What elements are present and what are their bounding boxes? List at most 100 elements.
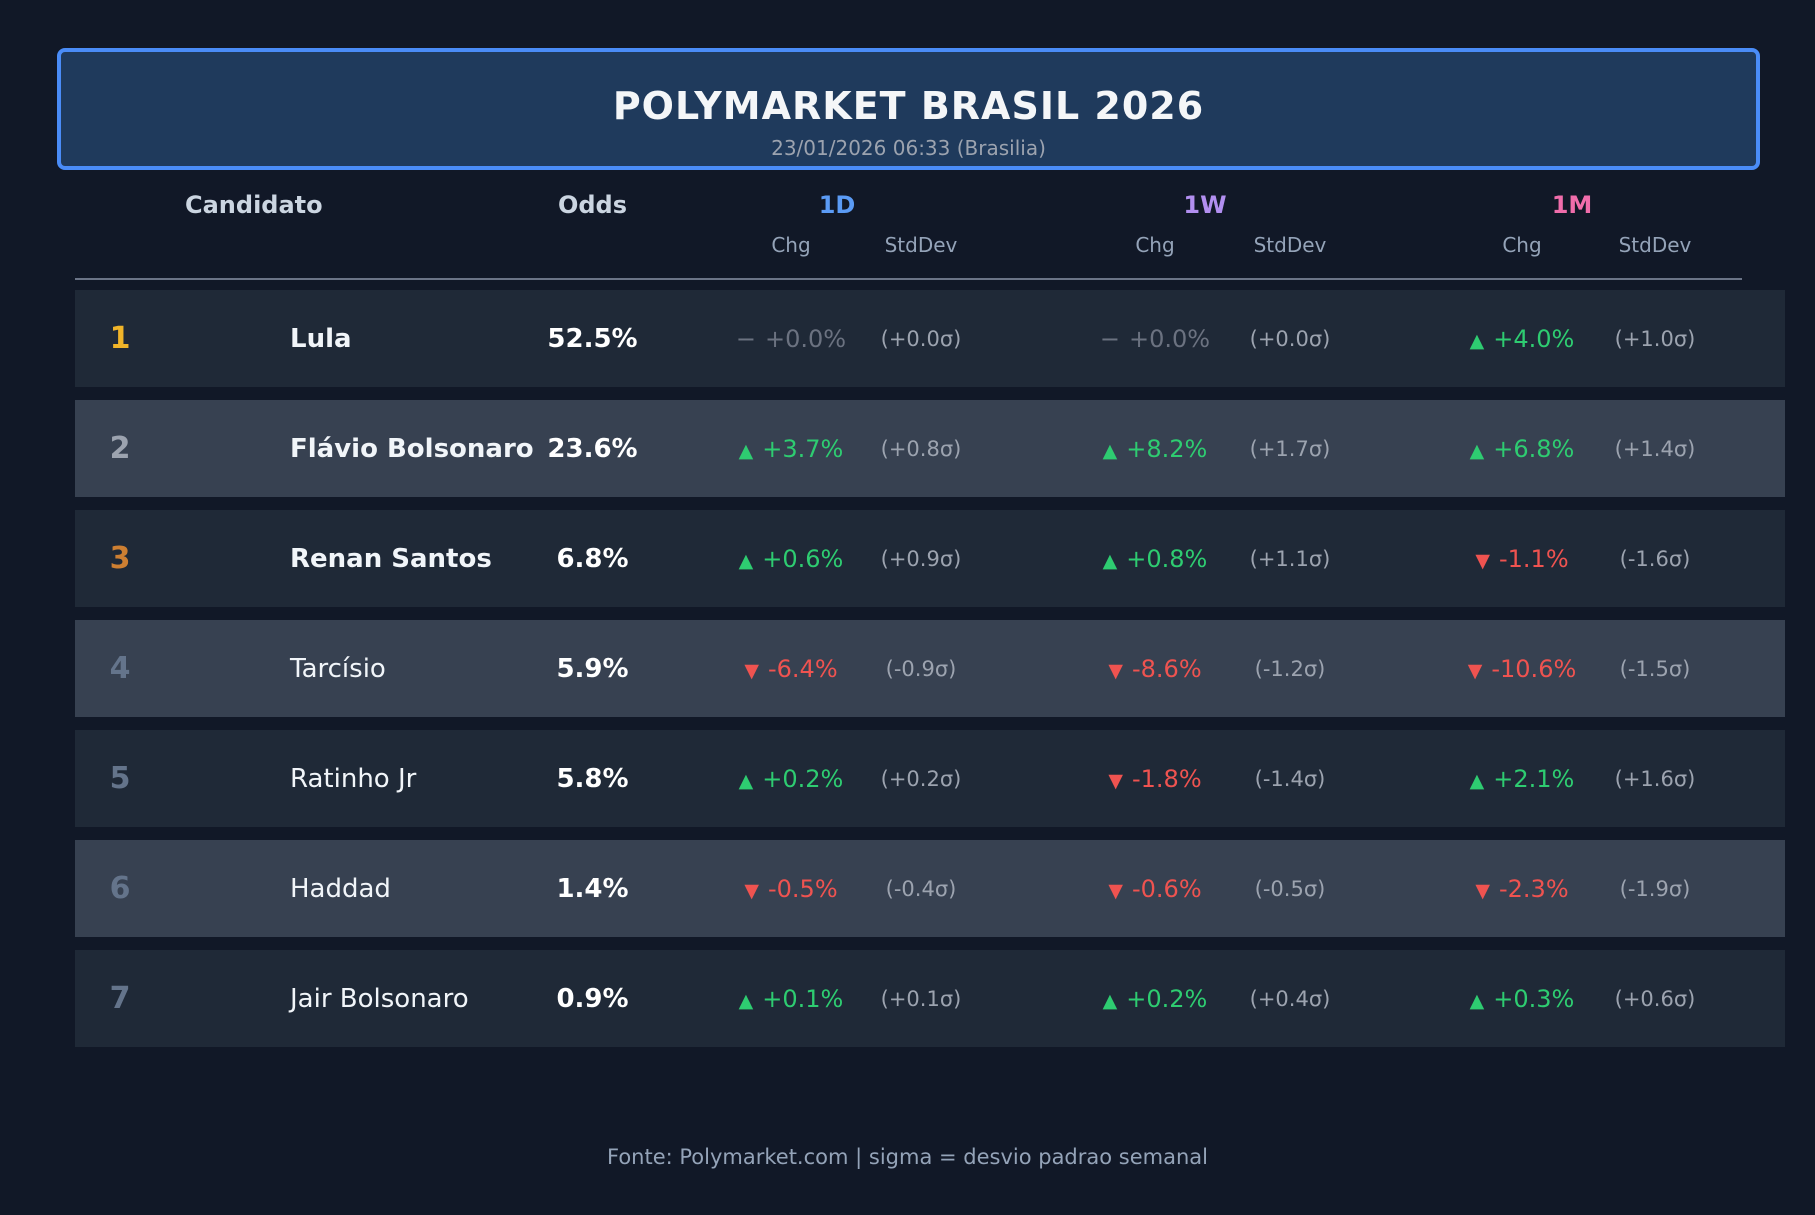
- trend-icon: ▼: [1108, 769, 1123, 792]
- trend-icon: ▲: [738, 549, 754, 572]
- odds-value: 52.5%: [547, 323, 638, 354]
- sub-header-1d-chg: Chg: [771, 233, 811, 257]
- stddev-1d: (+0.9σ): [880, 546, 962, 571]
- stddev-1w: (-1.2σ): [1254, 656, 1326, 681]
- timestamp: 23/01/2026 06:33 (Brasilia): [771, 136, 1046, 160]
- change-value: -6.4%: [767, 654, 838, 683]
- trend-icon: ▲: [1102, 549, 1118, 572]
- change-value: +6.8%: [1493, 434, 1575, 463]
- trend-icon: ▼: [1475, 879, 1490, 902]
- change-1d: ▼ -6.4%: [707, 655, 875, 683]
- trend-icon: ▲: [1469, 769, 1485, 792]
- candidate-name: Renan Santos: [290, 543, 492, 574]
- change-1d: ▼ -0.5%: [707, 875, 875, 903]
- change-1m: ▲ +4.0%: [1439, 325, 1605, 353]
- stddev-1d: (+0.0σ): [880, 326, 962, 351]
- rank-number: 2: [109, 431, 131, 466]
- change-value: -8.6%: [1131, 654, 1202, 683]
- stddev-1w: (-1.4σ): [1254, 766, 1326, 791]
- odds-value: 23.6%: [547, 433, 638, 464]
- change-value: +0.0%: [1129, 324, 1211, 353]
- change-1w: ▲ +8.2%: [1070, 435, 1240, 463]
- stddev-1d: (-0.9σ): [885, 656, 957, 681]
- trend-icon: ▲: [1102, 439, 1118, 462]
- odds-value: 6.8%: [556, 543, 629, 574]
- stddev-1d: (+0.2σ): [880, 766, 962, 791]
- change-1w: ▼ -1.8%: [1070, 765, 1240, 793]
- sub-header-1w-stddev: StdDev: [1253, 233, 1327, 257]
- change-1w: − +0.0%: [1070, 325, 1240, 353]
- column-header-1m: 1M: [1551, 191, 1593, 219]
- trend-icon: ▲: [1469, 329, 1485, 352]
- change-value: +0.3%: [1493, 984, 1575, 1013]
- title-banner: POLYMARKET BRASIL 2026 23/01/2026 06:33 …: [57, 48, 1760, 170]
- change-value: +3.7%: [762, 434, 844, 463]
- sub-header-1d-stddev: StdDev: [884, 233, 958, 257]
- stddev-1m: (+1.4σ): [1614, 436, 1696, 461]
- change-value: -0.6%: [1131, 874, 1202, 903]
- candidate-name: Haddad: [290, 873, 391, 904]
- trend-icon: −: [735, 324, 756, 353]
- change-1w: ▲ +0.2%: [1070, 985, 1240, 1013]
- column-header-1w: 1W: [1183, 191, 1227, 219]
- table-row: 4 Tarcísio 5.9% ▼ -6.4% (-0.9σ) ▼ -8.6% (-…: [75, 620, 1785, 717]
- stddev-1m: (+0.6σ): [1614, 986, 1696, 1011]
- trend-icon: ▲: [738, 769, 754, 792]
- stddev-1m: (-1.9σ): [1619, 876, 1691, 901]
- rank-number: 7: [109, 981, 131, 1016]
- change-value: -10.6%: [1491, 654, 1577, 683]
- change-value: +0.1%: [762, 984, 844, 1013]
- column-header-odds: Odds: [557, 191, 628, 219]
- change-1d: ▲ +3.7%: [707, 435, 875, 463]
- change-1w: ▲ +0.8%: [1070, 545, 1240, 573]
- change-value: +0.2%: [762, 764, 844, 793]
- trend-icon: ▲: [1102, 989, 1118, 1012]
- odds-value: 0.9%: [556, 983, 629, 1014]
- rank-number: 4: [109, 651, 131, 686]
- change-value: +4.0%: [1493, 324, 1575, 353]
- trend-icon: ▼: [1475, 549, 1490, 572]
- trend-icon: ▼: [1108, 879, 1123, 902]
- change-1m: ▼ -2.3%: [1439, 875, 1605, 903]
- stddev-1m: (-1.5σ): [1619, 656, 1691, 681]
- change-value: +2.1%: [1493, 764, 1575, 793]
- stddev-1d: (-0.4σ): [885, 876, 957, 901]
- stddev-1m: (+1.6σ): [1614, 766, 1696, 791]
- trend-icon: ▼: [744, 879, 759, 902]
- header-row-main: Candidato Odds 1D 1W 1M: [75, 190, 1742, 220]
- table-row: 5 Ratinho Jr 5.8% ▲ +0.2% (+0.2σ) ▼ -1.8% …: [75, 730, 1785, 827]
- change-value: +0.8%: [1126, 544, 1208, 573]
- stddev-1w: (+1.7σ): [1249, 436, 1331, 461]
- trend-icon: ▼: [1108, 659, 1123, 682]
- header-row-sub: Chg StdDev Chg StdDev Chg StdDev: [75, 232, 1742, 258]
- candidate-name: Lula: [290, 323, 352, 354]
- stddev-1m: (-1.6σ): [1619, 546, 1691, 571]
- change-1d: ▲ +0.2%: [707, 765, 875, 793]
- odds-value: 5.9%: [556, 653, 629, 684]
- change-1m: ▼ -10.6%: [1439, 655, 1605, 683]
- table-row: 3 Renan Santos 6.8% ▲ +0.6% (+0.9σ) ▲ +0.8…: [75, 510, 1785, 607]
- change-1m: ▲ +6.8%: [1439, 435, 1605, 463]
- change-value: -1.1%: [1498, 544, 1569, 573]
- rank-number: 5: [109, 761, 131, 796]
- column-header-candidato: Candidato: [185, 191, 323, 219]
- candidate-name: Tarcísio: [290, 653, 386, 684]
- change-value: +0.0%: [765, 324, 847, 353]
- table-row: 6 Haddad 1.4% ▼ -0.5% (-0.4σ) ▼ -0.6% (-0.…: [75, 840, 1785, 937]
- trend-icon: ▼: [1467, 659, 1483, 682]
- sub-header-1m-chg: Chg: [1502, 233, 1542, 257]
- candidate-name: Flávio Bolsonaro: [290, 433, 534, 464]
- change-1d: ▲ +0.6%: [707, 545, 875, 573]
- change-1w: ▼ -0.6%: [1070, 875, 1240, 903]
- page-title: POLYMARKET BRASIL 2026: [612, 84, 1205, 128]
- stddev-1w: (+0.4σ): [1249, 986, 1331, 1011]
- trend-icon: ▲: [1469, 989, 1485, 1012]
- table-header: Candidato Odds 1D 1W 1M Chg StdDev Chg S…: [75, 190, 1742, 280]
- table-row: 7 Jair Bolsonaro 0.9% ▲ +0.1% (+0.1σ) ▲ +0…: [75, 950, 1785, 1047]
- rank-number: 6: [109, 871, 131, 906]
- change-value: -0.5%: [767, 874, 838, 903]
- stddev-1m: (+1.0σ): [1614, 326, 1696, 351]
- source-note: Fonte: Polymarket.com | sigma = desvio p…: [606, 1145, 1208, 1169]
- change-value: -1.8%: [1131, 764, 1202, 793]
- column-header-1d: 1D: [818, 191, 856, 219]
